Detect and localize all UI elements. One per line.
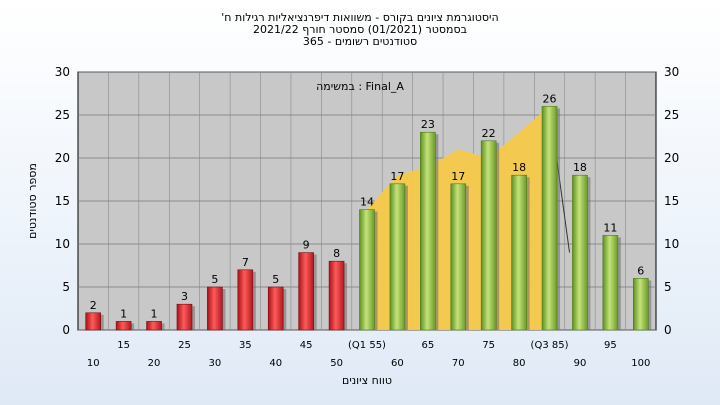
bar-3 — [176, 303, 193, 331]
y-tick-right-3: 15 — [664, 194, 679, 208]
bar-0 — [85, 312, 102, 331]
data-label-13: 22 — [482, 127, 496, 140]
x-tick-4: 30 — [209, 358, 222, 369]
data-label-6: 5 — [272, 273, 279, 286]
x-tick-17: 95 — [604, 340, 617, 351]
bar-17 — [602, 235, 619, 331]
chart-subtitle-semester: בסמסטר (01/2021) סמסטר חורף 2021/22 — [253, 23, 467, 36]
x-tick-2: 20 — [148, 358, 161, 369]
data-label-14: 18 — [512, 161, 526, 174]
data-label-17: 11 — [603, 221, 617, 234]
data-label-15: 26 — [543, 92, 557, 105]
data-label-3: 3 — [181, 290, 188, 303]
x-tick-1: 15 — [117, 340, 130, 351]
bar-2 — [146, 321, 162, 331]
y-tick-left-6: 30 — [55, 65, 70, 79]
data-label-9: 14 — [360, 196, 374, 209]
bar-8 — [328, 260, 345, 331]
data-label-7: 9 — [303, 239, 310, 252]
data-label-4: 5 — [211, 273, 218, 286]
x-tick-9: (Q1 55) — [348, 340, 386, 351]
bar-15 — [541, 106, 558, 331]
x-tick-6: 40 — [269, 358, 282, 369]
y-tick-right-6: 30 — [664, 65, 679, 79]
data-label-1: 1 — [120, 307, 127, 320]
data-label-0: 2 — [90, 299, 97, 312]
bar-6 — [267, 286, 284, 331]
x-tick-7: 45 — [300, 340, 313, 351]
x-tick-12: 70 — [452, 358, 465, 369]
bar-18 — [632, 278, 649, 331]
x-tick-18: 100 — [631, 358, 650, 369]
y-tick-left-5: 25 — [55, 108, 70, 122]
x-axis-title: טווח ציונים — [342, 374, 392, 387]
data-label-11: 23 — [421, 118, 435, 131]
y-tick-left-3: 15 — [55, 194, 70, 208]
bar-12 — [450, 183, 467, 331]
x-tick-8: 50 — [330, 358, 343, 369]
y-tick-right-1: 5 — [664, 280, 672, 294]
x-tick-14: 80 — [513, 358, 526, 369]
y-tick-left-1: 5 — [62, 280, 70, 294]
data-label-2: 1 — [151, 307, 158, 320]
y-tick-right-4: 20 — [664, 151, 679, 165]
data-label-8: 8 — [333, 247, 340, 260]
bar-9 — [359, 209, 375, 331]
data-label-12: 17 — [451, 170, 465, 183]
y-axis-title: מספר סטודנטים — [26, 163, 39, 239]
bar-7 — [298, 252, 314, 331]
data-label-18: 6 — [637, 264, 644, 277]
x-tick-16: 90 — [574, 358, 587, 369]
x-tick-13: 75 — [482, 340, 495, 351]
chart-annotation: Final_A : במשימה — [316, 80, 404, 93]
bar-10 — [389, 183, 406, 331]
x-tick-3: 25 — [178, 340, 191, 351]
chart-title: היסטוגרמת ציונים בקורס - משוואות דיפרנצי… — [221, 11, 499, 24]
x-tick-15: (Q3 85) — [531, 340, 569, 351]
bar-14 — [511, 174, 527, 331]
data-label-10: 17 — [390, 170, 404, 183]
chart-subtitle-students: סטודנטים רשומים - 365 — [302, 35, 418, 48]
x-tick-11: 65 — [421, 340, 434, 351]
x-tick-0: 10 — [87, 358, 100, 369]
x-tick-10: 60 — [391, 358, 404, 369]
y-tick-left-4: 20 — [55, 151, 70, 165]
data-label-16: 18 — [573, 161, 587, 174]
y-tick-left-0: 0 — [62, 323, 70, 337]
bar-5 — [237, 269, 254, 331]
bar-4 — [207, 286, 223, 331]
bar-1 — [115, 321, 132, 331]
y-tick-right-5: 25 — [664, 108, 679, 122]
bar-11 — [420, 131, 436, 331]
x-tick-5: 35 — [239, 340, 252, 351]
data-label-5: 7 — [242, 256, 249, 269]
y-tick-left-2: 10 — [55, 237, 70, 251]
y-tick-right-2: 10 — [664, 237, 679, 251]
bar-13 — [480, 140, 497, 331]
bar-16 — [572, 174, 588, 331]
y-tick-right-0: 0 — [664, 323, 672, 337]
